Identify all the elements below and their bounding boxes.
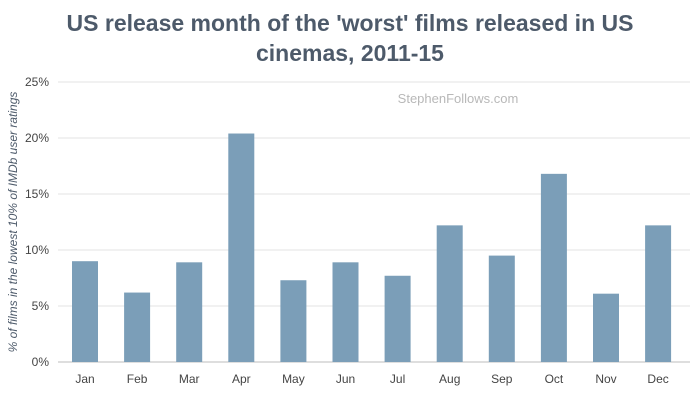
bar-mar <box>176 262 203 362</box>
bar-apr <box>228 133 255 362</box>
x-tick-label-sep: Sep <box>491 372 513 386</box>
bar-aug <box>436 225 463 362</box>
y-tick-label: 5% <box>32 299 50 313</box>
bar-feb <box>124 292 151 362</box>
watermark: StephenFollows.com <box>398 91 519 106</box>
bar-jan <box>72 261 98 362</box>
bars <box>72 133 672 362</box>
x-tick-label-nov: Nov <box>595 372 616 386</box>
x-axis-ticks: Jan Feb Mar Apr May Jun Jul Aug Sep Oct Nov Dec <box>75 372 668 386</box>
x-tick-label-oct: Oct <box>545 372 564 386</box>
gridlines <box>58 81 690 363</box>
y-tick-label: 20% <box>25 131 49 145</box>
x-tick-label-may: May <box>282 372 305 386</box>
bar-nov <box>593 293 619 362</box>
x-tick-label-mar: Mar <box>179 372 200 386</box>
bar-jul <box>384 275 411 362</box>
x-tick-label-jun: Jun <box>336 372 355 386</box>
bar-dec <box>645 225 672 362</box>
x-tick-label-jul: Jul <box>390 372 405 386</box>
bar-may <box>280 280 307 362</box>
y-axis-ticks: 0% 5% 10% 15% 20% 25% <box>25 75 49 369</box>
chart-title: US release month of the 'worst' films re… <box>0 8 700 68</box>
y-tick-label: 0% <box>32 355 50 369</box>
x-tick-label-jan: Jan <box>75 372 94 386</box>
y-tick-label: 25% <box>25 75 49 89</box>
bar-sep <box>488 255 515 362</box>
y-tick-label: 15% <box>25 187 49 201</box>
bar-oct <box>540 173 567 362</box>
bar-jun <box>332 262 359 362</box>
x-tick-label-dec: Dec <box>647 372 668 386</box>
x-tick-label-feb: Feb <box>127 372 148 386</box>
chart-title-line-1: US release month of the 'worst' films re… <box>66 10 634 36</box>
chart-title-line-2: cinemas, 2011-15 <box>256 40 444 66</box>
y-axis-label: % of films in the lowest 10% of IMDb use… <box>6 92 20 353</box>
x-tick-label-aug: Aug <box>439 372 460 386</box>
y-tick-label: 10% <box>25 243 49 257</box>
x-tick-label-apr: Apr <box>232 372 251 386</box>
